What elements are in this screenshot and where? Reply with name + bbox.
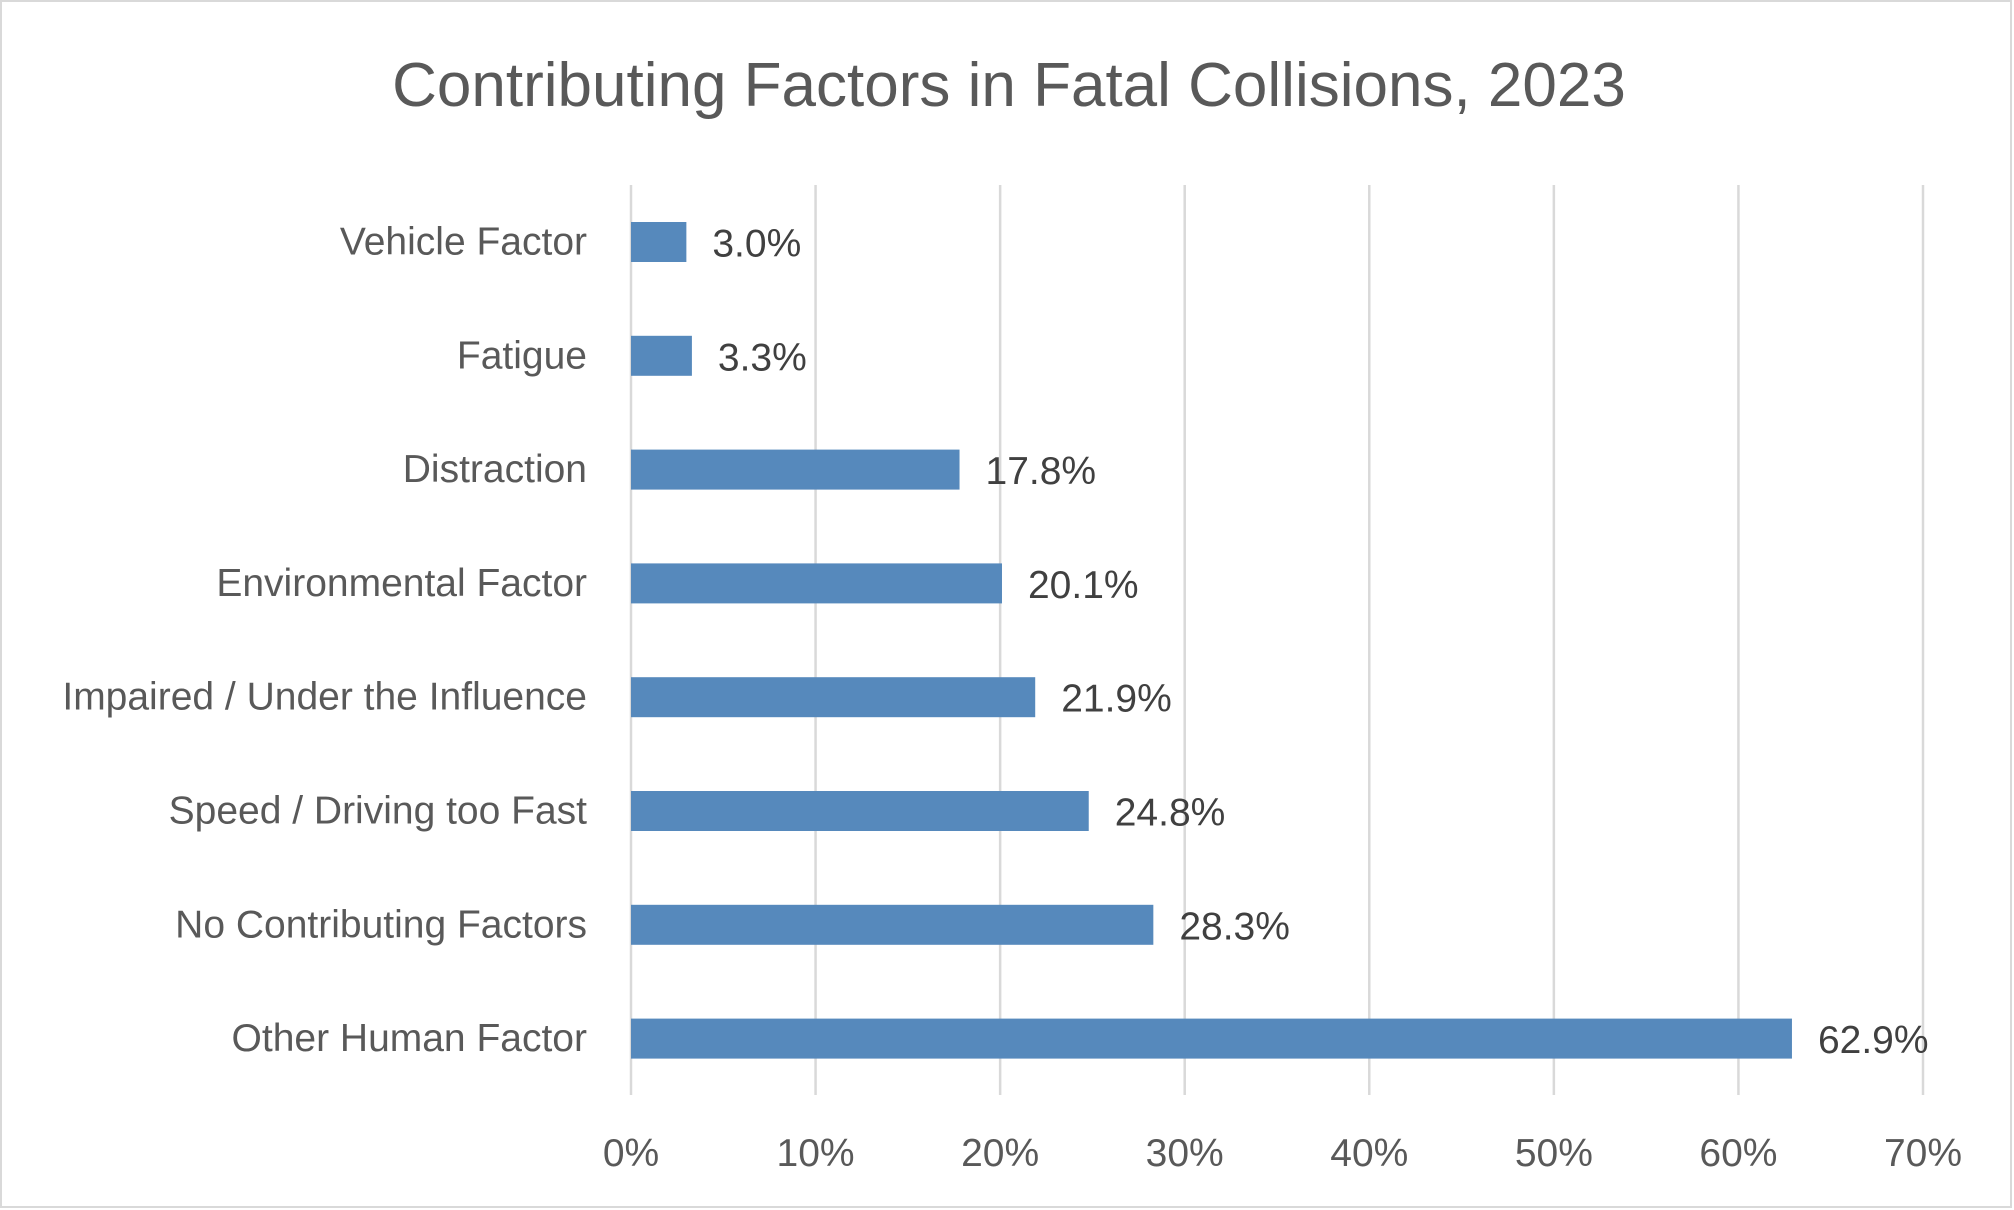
data-label: 3.3%: [718, 336, 807, 379]
data-label: 28.3%: [1179, 905, 1290, 948]
category-label: Other Human Factor: [232, 1017, 587, 1060]
data-label: 62.9%: [1818, 1019, 1929, 1062]
gridlines: [629, 185, 1925, 1095]
chart-title: Contributing Factors in Fatal Collisions…: [392, 51, 1626, 120]
bar: [631, 222, 687, 262]
bars: [631, 222, 1792, 1059]
x-tick-label: 10%: [777, 1132, 855, 1175]
category-label: No Contributing Factors: [175, 903, 587, 946]
bar: [631, 904, 1154, 945]
bar: [631, 1018, 1792, 1059]
category-label: Vehicle Factor: [340, 221, 587, 264]
x-tick-label: 20%: [961, 1132, 1039, 1175]
category-label: Distraction: [403, 448, 587, 491]
bar: [631, 791, 1089, 831]
data-label: 20.1%: [1028, 564, 1139, 607]
x-tick-label: 0%: [603, 1132, 659, 1175]
data-labels: 3.0% 3.3% 17.8% 20.1% 21.9% 24.8% 28.3% 62.9%: [712, 223, 1928, 1063]
data-label: 17.8%: [986, 450, 1097, 493]
data-label: 24.8%: [1115, 792, 1226, 835]
data-label: 3.0%: [712, 223, 801, 266]
bar: [631, 335, 692, 376]
data-label: 21.9%: [1061, 678, 1172, 721]
x-tick-label: 70%: [1884, 1132, 1962, 1175]
x-tick-label: 40%: [1330, 1132, 1408, 1175]
category-labels: Vehicle Factor Fatigue Distraction Environm…: [62, 221, 587, 1061]
category-label: Speed / Driving too Fast: [169, 790, 588, 833]
x-tick-label: 60%: [1699, 1132, 1777, 1175]
category-label: Impaired / Under the Influence: [62, 676, 587, 719]
x-tick-label: 30%: [1146, 1132, 1224, 1175]
category-label: Fatigue: [457, 334, 587, 377]
bar: [631, 563, 1002, 604]
category-label: Environmental Factor: [216, 562, 587, 605]
bar: [631, 677, 1036, 718]
x-tick-labels: 0% 10% 20% 30% 40% 50% 60% 70%: [603, 1132, 1962, 1175]
bar: [631, 449, 960, 490]
x-tick-label: 50%: [1515, 1132, 1593, 1175]
